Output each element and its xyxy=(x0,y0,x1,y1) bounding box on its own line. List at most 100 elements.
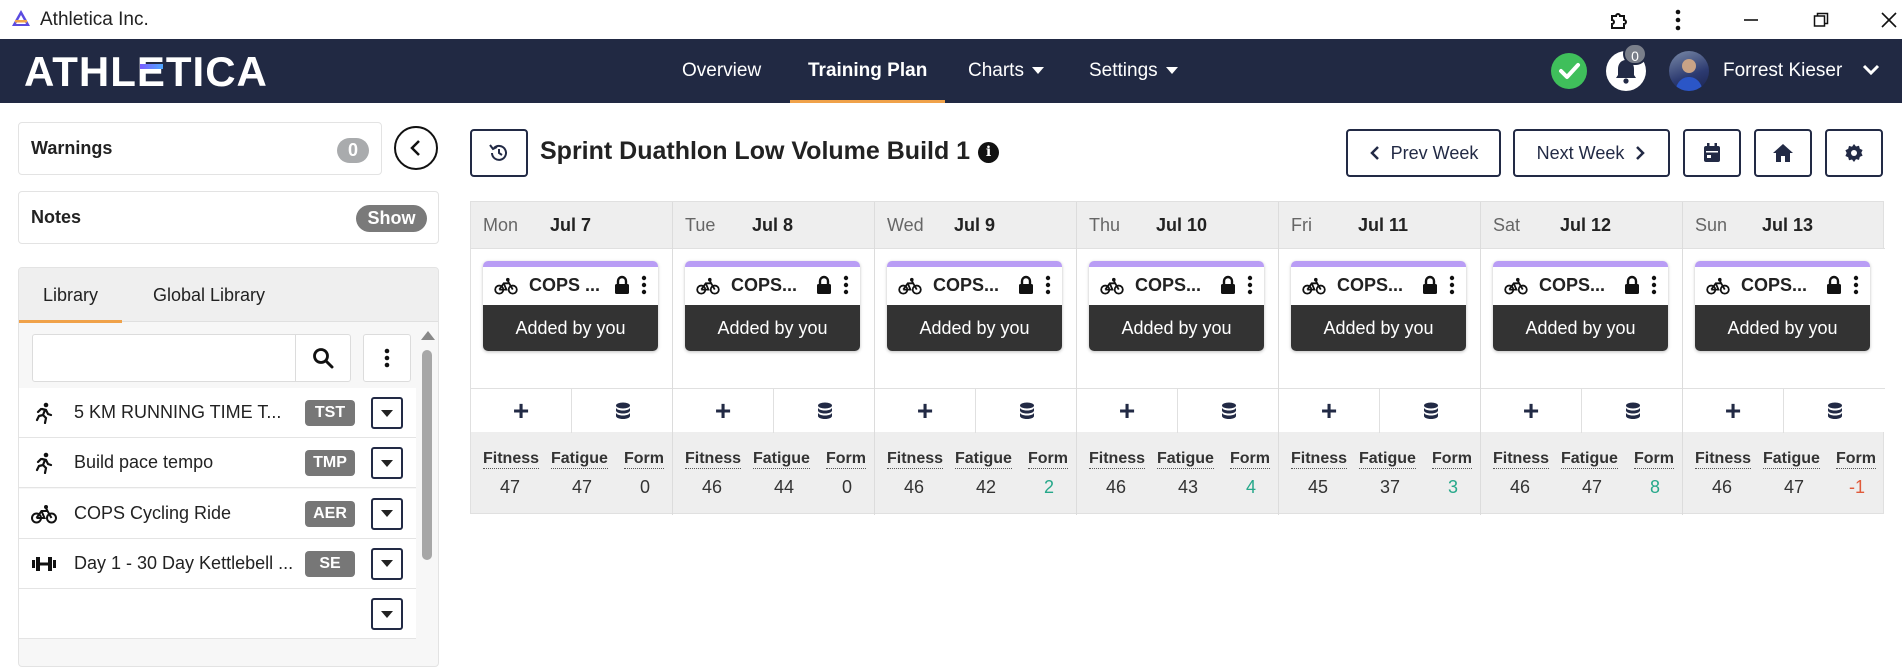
more-vertical-icon[interactable] xyxy=(1449,275,1455,295)
workout-type-bar xyxy=(1291,261,1466,267)
library-item-dropdown-button[interactable] xyxy=(371,598,403,631)
add-workout-button[interactable]: + xyxy=(471,389,572,433)
add-from-library-button[interactable] xyxy=(1380,389,1481,433)
library-item[interactable]: Build pace tempo TMP xyxy=(19,438,416,489)
window-menu-icon[interactable] xyxy=(1663,6,1693,34)
library-options-button[interactable] xyxy=(363,334,411,382)
library-item[interactable]: COPS Cycling Ride AER xyxy=(19,488,416,539)
plan-history-button[interactable] xyxy=(470,129,528,177)
day-drop-zone[interactable]: COPS... Added by you xyxy=(875,248,1076,388)
sync-ok-icon[interactable] xyxy=(1551,53,1587,89)
tab-global-library[interactable]: Global Library xyxy=(153,285,266,305)
library-search-input[interactable] xyxy=(33,335,295,381)
warnings-panel[interactable]: Warnings 0 xyxy=(18,122,382,175)
add-from-library-button[interactable] xyxy=(1178,389,1279,433)
day-date: Jul 8 xyxy=(752,215,794,235)
library-item-dropdown-button[interactable] xyxy=(371,447,403,480)
running-icon xyxy=(31,401,57,425)
nav-settings[interactable]: Settings xyxy=(1089,39,1178,103)
more-vertical-icon[interactable] xyxy=(1045,275,1051,295)
home-button[interactable] xyxy=(1754,129,1812,177)
fitness-value: 47 xyxy=(499,477,521,497)
restore-icon[interactable] xyxy=(1806,6,1836,34)
window-titlebar: Athletica Inc. xyxy=(0,0,1902,39)
collapse-sidebar-button[interactable] xyxy=(394,126,438,170)
notes-show-toggle[interactable]: Show xyxy=(356,205,427,232)
fatigue-label: Fatigue xyxy=(551,450,608,469)
more-vertical-icon[interactable] xyxy=(843,275,849,295)
workout-added-by: Added by you xyxy=(1695,305,1870,351)
add-workout-button[interactable]: + xyxy=(1077,389,1178,433)
workout-card[interactable]: COPS... Added by you xyxy=(1291,261,1466,351)
plan-title: Sprint Duathlon Low Volume Build 1 i xyxy=(540,137,1000,166)
add-from-library-button[interactable] xyxy=(976,389,1077,433)
workout-card[interactable]: COPS... Added by you xyxy=(1089,261,1264,351)
library-item-dropdown-button[interactable] xyxy=(371,497,403,530)
day-drop-zone[interactable]: COPS... Added by you xyxy=(1683,248,1885,388)
nav-training-plan[interactable]: Training Plan xyxy=(789,39,946,103)
form-label: Form xyxy=(1836,450,1876,469)
day-drop-zone[interactable]: COPS... Added by you xyxy=(673,248,874,388)
next-week-button[interactable]: Next Week xyxy=(1513,129,1670,177)
add-workout-button[interactable]: + xyxy=(1279,389,1380,433)
library-search-button[interactable] xyxy=(295,335,350,381)
extensions-icon[interactable] xyxy=(1605,6,1635,34)
avatar[interactable] xyxy=(1669,51,1709,91)
day-column: Tue Jul 8 COPS... Added by you + Fitness Fatig… xyxy=(673,202,875,515)
calendar-button[interactable] xyxy=(1683,129,1741,177)
plan-settings-button[interactable] xyxy=(1825,129,1883,177)
add-from-library-button[interactable] xyxy=(1784,389,1885,433)
add-workout-button[interactable]: + xyxy=(673,389,774,433)
close-window-icon[interactable] xyxy=(1874,6,1902,34)
day-drop-zone[interactable]: COPS... Added by you xyxy=(1481,248,1682,388)
fatigue-label: Fatigue xyxy=(1763,450,1820,469)
more-vertical-icon[interactable] xyxy=(1651,275,1657,295)
add-workout-button[interactable]: + xyxy=(1683,389,1784,433)
add-workout-button[interactable]: + xyxy=(1481,389,1582,433)
day-of-week: Thu xyxy=(1089,215,1121,235)
library-item[interactable]: Day 1 - 30 Day Kettlebell ... SE xyxy=(19,538,416,589)
workout-card[interactable]: COPS ... Added by you xyxy=(483,261,658,351)
library-item-partial[interactable] xyxy=(19,589,416,640)
add-from-library-button[interactable] xyxy=(1582,389,1683,433)
nav-charts[interactable]: Charts xyxy=(968,39,1044,103)
home-icon xyxy=(1773,144,1793,162)
more-vertical-icon xyxy=(384,348,390,368)
chevron-down-icon[interactable] xyxy=(1862,64,1880,76)
day-of-week: Tue xyxy=(685,215,716,235)
add-from-library-button[interactable] xyxy=(572,389,673,433)
day-of-week: Mon xyxy=(483,215,519,235)
scroll-up-arrow-icon[interactable] xyxy=(421,331,435,340)
nav-overview[interactable]: Overview xyxy=(682,60,762,81)
library-tabs: Library Global Library xyxy=(19,268,438,323)
lock-icon xyxy=(1827,275,1841,294)
workout-card[interactable]: COPS... Added by you xyxy=(1493,261,1668,351)
database-icon xyxy=(1019,402,1034,419)
workout-card[interactable]: COPS... Added by you xyxy=(887,261,1062,351)
fitness-value: 46 xyxy=(701,477,723,497)
more-vertical-icon[interactable] xyxy=(1247,275,1253,295)
minimize-icon[interactable] xyxy=(1736,6,1766,34)
day-drop-zone[interactable]: COPS... Added by you xyxy=(1077,248,1278,388)
library-scrollbar-thumb[interactable] xyxy=(422,350,432,560)
workout-card[interactable]: COPS... Added by you xyxy=(685,261,860,351)
day-actions: + xyxy=(875,388,1077,433)
day-drop-zone[interactable]: COPS... Added by you xyxy=(1279,248,1480,388)
library-item[interactable]: 5 KM RUNNING TIME T... TST xyxy=(19,388,416,438)
library-item-dropdown-button[interactable] xyxy=(371,397,403,429)
more-vertical-icon[interactable] xyxy=(641,275,647,295)
form-label: Form xyxy=(624,450,664,469)
workout-card[interactable]: COPS... Added by you xyxy=(1695,261,1870,351)
info-icon[interactable]: i xyxy=(978,141,1000,163)
add-from-library-button[interactable] xyxy=(774,389,875,433)
more-vertical-icon[interactable] xyxy=(1853,275,1859,295)
add-workout-button[interactable]: + xyxy=(875,389,976,433)
user-name[interactable]: Forrest Kieser xyxy=(1723,60,1843,81)
day-drop-zone[interactable]: COPS ... Added by you xyxy=(471,248,672,388)
tab-library[interactable]: Library xyxy=(19,268,123,323)
day-date: Jul 7 xyxy=(550,215,592,235)
prev-week-button[interactable]: Prev Week xyxy=(1346,129,1501,177)
library-item-name: Build pace tempo xyxy=(74,452,214,473)
library-item-dropdown-button[interactable] xyxy=(371,547,403,580)
athletica-logo[interactable]: ATHLETICA xyxy=(24,48,268,95)
